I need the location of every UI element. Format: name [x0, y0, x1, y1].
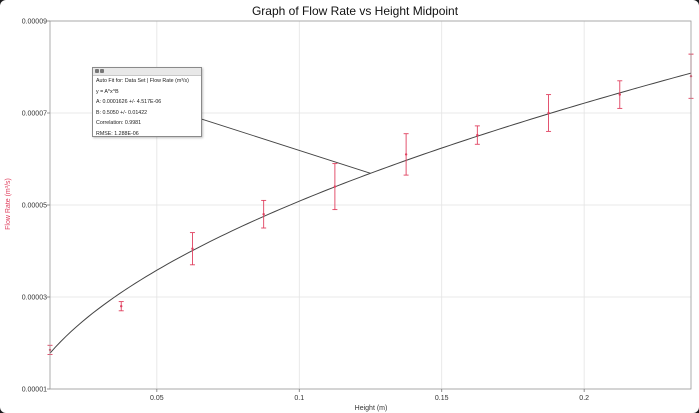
data-point — [333, 185, 337, 188]
chart-title: Graph of Flow Rate vs Height Midpoint — [252, 4, 459, 18]
annotation-line-fit-for: Auto Fit for: Data Set | Flow Rate (m³/s… — [96, 78, 189, 84]
data-point — [120, 305, 123, 308]
tick-labels: 0.05 0.1 0.15 0.2 0.00001 0.00003 0.00005 0.000… — [22, 19, 589, 403]
annotation-line-rmse: RMSE: 1.288E-06 — [96, 130, 139, 137]
y-tick-label: 0.00005 — [22, 203, 47, 210]
axes — [47, 20, 692, 392]
annotation-line-equation: y = A*x^B — [96, 88, 119, 95]
annotation-header[interactable] — [93, 68, 201, 76]
annotation-leader-line — [196, 116, 371, 174]
y-tick-label: 0.00003 — [22, 295, 47, 302]
x-tick-label: 0.1 — [294, 395, 304, 402]
data-point — [476, 133, 479, 137]
annotation-line-param-a: A: 0.0001626 +/- 4.517E-06 — [96, 99, 162, 105]
data-point — [262, 213, 265, 216]
y-tick-label: 0.00001 — [22, 387, 47, 394]
fit-curve-group — [49, 72, 692, 354]
y-tick-label: 0.00007 — [22, 111, 47, 118]
fit-curve — [49, 72, 692, 354]
data-point — [191, 247, 194, 250]
annotation-line-param-b: B: 0.5050 +/- 0.01422 — [96, 109, 148, 116]
drag-handle-icon[interactable] — [95, 69, 99, 73]
data-point — [404, 153, 408, 156]
auto-fit-annotation[interactable]: Auto Fit for: Data Set | Flow Rate (m³/s… — [92, 67, 202, 137]
x-tick-label: 0.15 — [435, 395, 449, 402]
data-point — [547, 111, 550, 115]
data-point — [618, 93, 621, 96]
x-tick-label: 0.2 — [579, 395, 589, 402]
x-tick-label: 0.05 — [150, 395, 164, 402]
annotation-leader — [196, 116, 371, 174]
annotation-line-correlation: Correlation: 0.9981 — [96, 120, 142, 126]
y-tick-label: 0.00009 — [22, 19, 47, 26]
options-icon[interactable] — [100, 69, 104, 73]
y-axis-label: Flow Rate (m³/s) — [5, 178, 12, 230]
x-axis-label: Height (m) — [355, 405, 388, 412]
